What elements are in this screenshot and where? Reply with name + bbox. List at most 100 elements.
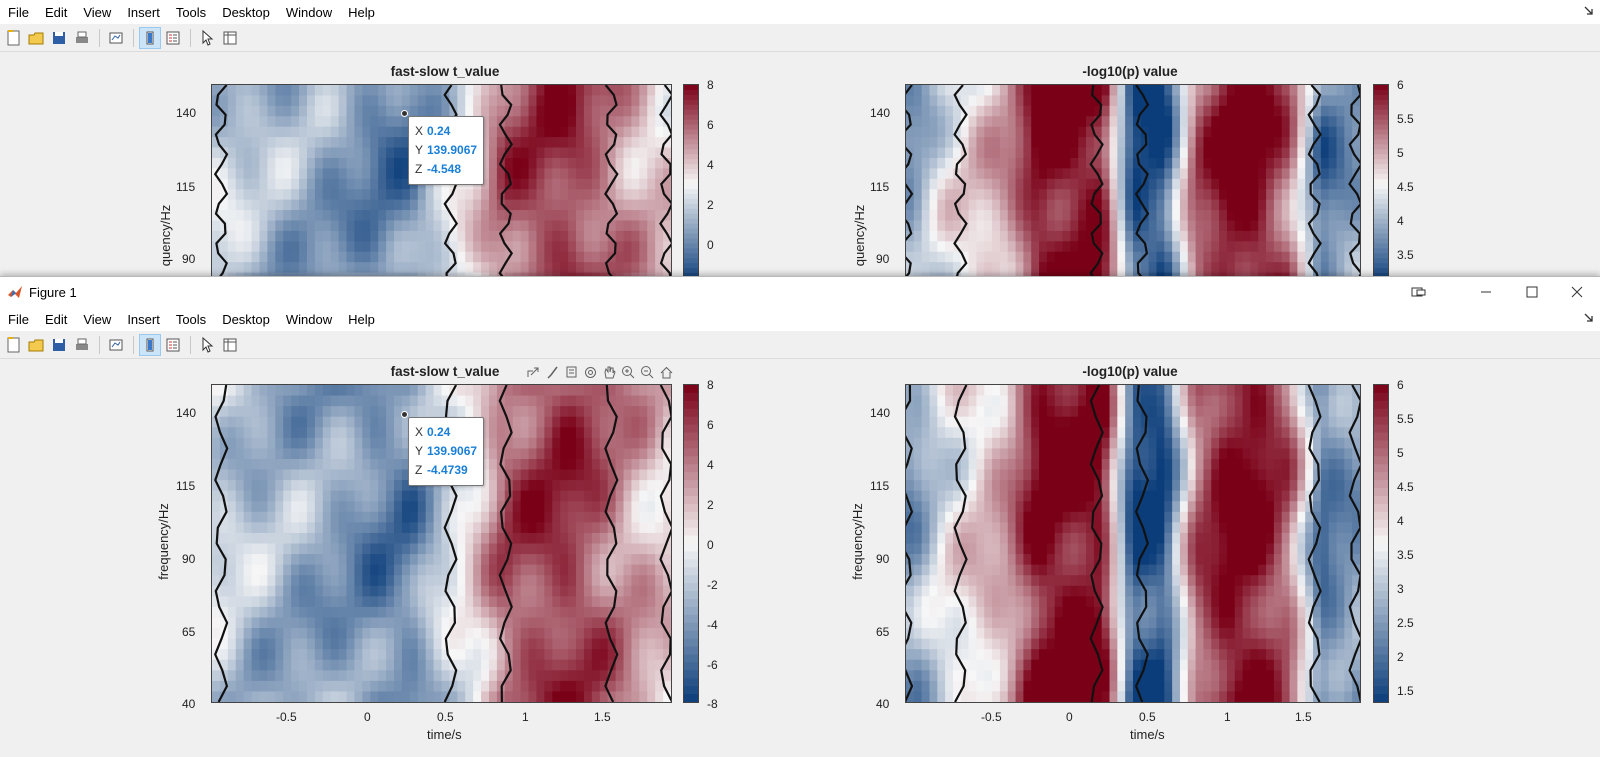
- rotate-icon[interactable]: [581, 363, 600, 381]
- heatmap-cell: [960, 596, 970, 608]
- dock-arrow-icon[interactable]: [1584, 6, 1594, 16]
- heatmap-cell: [496, 469, 506, 481]
- datatip-icon[interactable]: [562, 363, 581, 381]
- datatip-marker[interactable]: [401, 110, 408, 117]
- save-icon[interactable]: [48, 27, 70, 49]
- heatmap-cell: [1344, 168, 1353, 180]
- insert-colorbar-icon[interactable]: [139, 26, 161, 49]
- heatmap-cell: [362, 262, 371, 274]
- heatmap-cell: [386, 395, 395, 407]
- colorbar-segment: [1374, 258, 1388, 264]
- heatmap-cell: [1266, 220, 1275, 232]
- export-icon[interactable]: [524, 363, 543, 381]
- heatmap-cell: [425, 262, 435, 274]
- heatmap-cell: [465, 251, 474, 263]
- menu-file[interactable]: File: [8, 311, 29, 327]
- heatmap-cell: [433, 220, 443, 232]
- maximize-button[interactable]: [1509, 277, 1555, 307]
- heatmap-cell: [1125, 437, 1134, 449]
- heatmap-cell: [457, 199, 466, 211]
- menu-window[interactable]: Window: [285, 311, 333, 327]
- heatmap-cell: [520, 448, 530, 460]
- heatmap-cell: [481, 137, 490, 149]
- heatmap-cell: [937, 241, 946, 253]
- menu-insert[interactable]: Insert: [127, 4, 160, 20]
- tvalue-heatmap[interactable]: [211, 384, 672, 703]
- zoom-in-icon[interactable]: [619, 363, 638, 381]
- menu-file[interactable]: File: [8, 4, 29, 20]
- heatmap-cell: [322, 448, 332, 460]
- logp-heatmap[interactable]: [905, 384, 1361, 703]
- heatmap-cell: [929, 406, 938, 418]
- heatmap-cell: [1219, 147, 1228, 159]
- heatmap-cell: [362, 427, 371, 439]
- menu-view[interactable]: View: [83, 311, 112, 327]
- open-icon[interactable]: [25, 334, 47, 356]
- close-button[interactable]: [1554, 277, 1600, 307]
- heatmap-cell: [560, 480, 569, 492]
- heatmap-cell: [968, 251, 978, 263]
- heatmap-cell: [647, 469, 656, 481]
- pan-hand-icon[interactable]: [600, 363, 619, 381]
- menu-insert[interactable]: Insert: [127, 311, 160, 327]
- link-plot-icon[interactable]: [105, 27, 127, 49]
- heatmap-cell: [1211, 116, 1220, 128]
- property-inspector-icon[interactable]: [219, 27, 241, 49]
- heatmap-cell: [1125, 532, 1134, 545]
- heatmap-cell: [576, 617, 585, 629]
- insert-legend-icon[interactable]: [162, 334, 184, 356]
- print-icon[interactable]: [71, 334, 93, 356]
- menu-tools[interactable]: Tools: [175, 4, 207, 20]
- menu-help[interactable]: Help: [348, 311, 375, 327]
- heatmap-cell: [1007, 680, 1017, 693]
- menu-edit[interactable]: Edit: [44, 311, 68, 327]
- heatmap-cell: [354, 220, 363, 232]
- menu-view[interactable]: View: [83, 4, 112, 20]
- heatmap-cell: [291, 649, 300, 661]
- heatmap-cell: [1039, 395, 1048, 407]
- undock-icon[interactable]: [1396, 277, 1442, 307]
- heatmap-cell: [1078, 469, 1087, 481]
- pointer-icon[interactable]: [196, 334, 218, 356]
- home-icon[interactable]: [657, 363, 676, 381]
- heatmap-cell: [976, 480, 985, 492]
- heatmap-cell: [576, 670, 585, 682]
- heatmap-cell: [457, 189, 466, 201]
- heatmap-cell: [1125, 116, 1134, 128]
- back-logp-heatmap[interactable]: [905, 84, 1361, 276]
- heatmap-cell: [1125, 95, 1134, 107]
- insert-legend-icon[interactable]: [162, 27, 184, 49]
- insert-colorbar-icon[interactable]: [139, 333, 161, 356]
- menu-edit[interactable]: Edit: [44, 4, 68, 20]
- colorbar-segment: [684, 198, 698, 205]
- heatmap-cell: [647, 199, 656, 211]
- heatmap-cell: [921, 95, 931, 107]
- new-figure-icon[interactable]: [2, 334, 24, 356]
- pointer-icon[interactable]: [196, 27, 218, 49]
- print-icon[interactable]: [71, 27, 93, 49]
- menu-help[interactable]: Help: [348, 4, 375, 20]
- brush-icon[interactable]: [543, 363, 562, 381]
- new-figure-icon[interactable]: [2, 27, 24, 49]
- heatmap-cell: [576, 385, 585, 397]
- menu-tools[interactable]: Tools: [175, 311, 207, 327]
- property-inspector-icon[interactable]: [219, 334, 241, 356]
- zoom-out-icon[interactable]: [638, 363, 657, 381]
- menu-window[interactable]: Window: [285, 4, 333, 20]
- heatmap-cell: [560, 395, 569, 407]
- open-icon[interactable]: [25, 27, 47, 49]
- heatmap-cell: [504, 469, 514, 481]
- datatip-back[interactable]: X 0.24 Y 139.9067 Z -4.548: [408, 116, 485, 185]
- heatmap-cell: [623, 137, 633, 149]
- minimize-button[interactable]: [1463, 277, 1509, 307]
- menu-desktop[interactable]: Desktop: [222, 311, 270, 327]
- heatmap-cell: [929, 649, 938, 661]
- heatmap-cell: [330, 385, 340, 397]
- link-plot-icon[interactable]: [105, 334, 127, 356]
- heatmap-cell: [275, 659, 284, 671]
- menu-desktop[interactable]: Desktop: [222, 4, 270, 20]
- dock-arrow-icon[interactable]: [1584, 313, 1594, 323]
- window-titlebar[interactable]: Figure 1: [0, 277, 1600, 307]
- heatmap-cell: [338, 241, 348, 253]
- save-icon[interactable]: [48, 334, 70, 356]
